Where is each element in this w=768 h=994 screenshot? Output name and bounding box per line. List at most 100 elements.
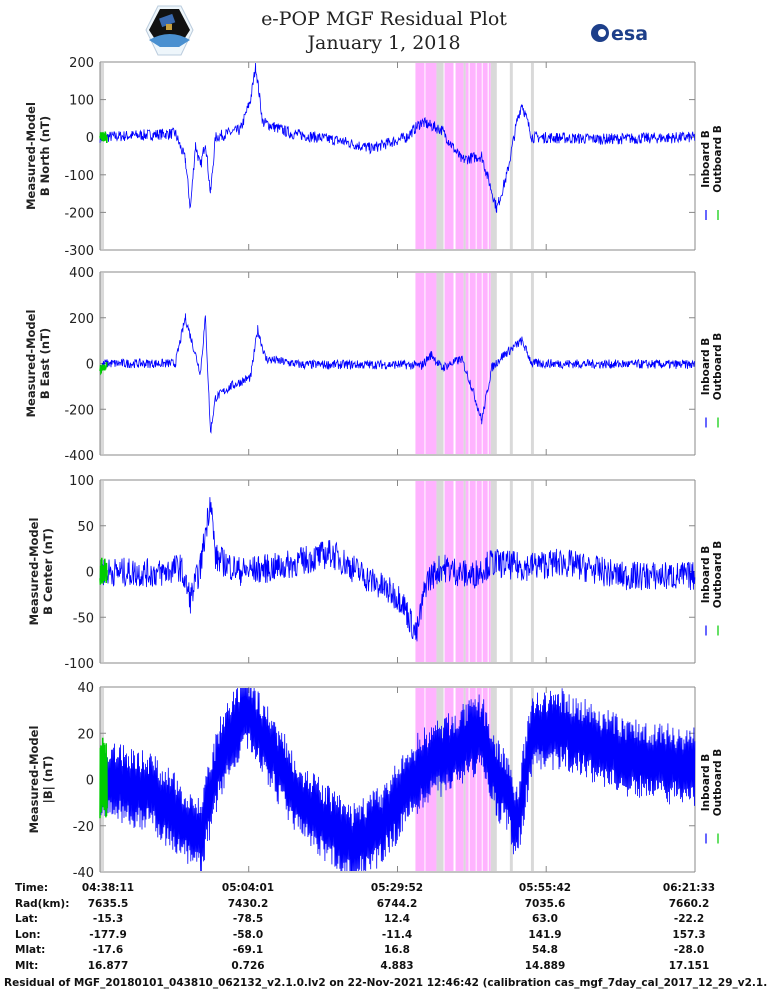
data-gap-band	[530, 63, 534, 249]
ephemeris-cell: 7635.5	[87, 897, 129, 910]
ephemeris-cell: 141.9	[528, 928, 562, 941]
storm-shade-band	[415, 481, 425, 662]
data-gap-band	[463, 63, 466, 249]
ephemeris-cell: -177.9	[89, 928, 127, 941]
legend-outboard-b: Outboard B	[712, 333, 724, 401]
storm-shade-band	[444, 273, 454, 454]
storm-shade-band	[482, 273, 488, 454]
y-axis-label: Measured-Model|B| (nT)	[27, 726, 55, 834]
ephemeris-cell: 7035.6	[524, 897, 566, 910]
y-axis-label: Measured-ModelB Center (nT)	[27, 518, 55, 626]
outboard-b-line	[99, 737, 108, 819]
inboard-b-line	[99, 313, 695, 434]
y-axis-label-line: |B| (nT)	[41, 756, 55, 804]
outboard-b-line	[99, 557, 108, 585]
plot-date: January 1, 2018	[307, 32, 461, 54]
y-axis-label-line: B Center (nT)	[41, 528, 55, 615]
y-tick-label: -100	[64, 657, 94, 672]
y-tick-label: -50	[73, 611, 94, 626]
ephemeris-cell: 7660.2	[668, 897, 710, 910]
y-tick-label: -100	[64, 169, 94, 184]
ephemeris-cell: 6744.2	[376, 897, 418, 910]
storm-shade-band	[488, 273, 491, 454]
y-axis-label-line: B East (nT)	[38, 328, 52, 399]
y-tick-label: -200	[64, 206, 94, 221]
ephemeris-cell: -17.6	[92, 944, 124, 956]
y-axis-label-line: Measured-Model	[27, 726, 41, 834]
storm-shade-band	[425, 273, 437, 454]
y-tick-label: -400	[64, 449, 94, 464]
inboard-b-line	[99, 62, 696, 213]
panel-4: 40 20 0 -20 -40 Measured-Model|B| (nT) Inboard…	[27, 681, 724, 881]
storm-shade-band	[455, 63, 464, 249]
ephemeris-cell: 16.877	[87, 959, 129, 972]
legend-inboard-b: Inboard B	[700, 754, 712, 812]
storm-shade-band	[444, 63, 454, 249]
ephemeris-row-label: Mlt:	[15, 959, 39, 972]
y-axis-label-line: B North (nT)	[38, 116, 52, 196]
storm-shade-band	[469, 273, 476, 454]
panel-1: 200 100 0 -100 -200 -300 Measured-ModelB North…	[24, 56, 724, 259]
y-tick-label: 0	[86, 358, 94, 373]
legend-outboard-b: Outboard B	[712, 749, 724, 817]
ephemeris-row-label: Lon:	[15, 928, 41, 941]
inboard-b-line	[99, 497, 696, 642]
data-gap-band	[509, 481, 513, 662]
outboard-b-line	[99, 362, 108, 376]
y-tick-label: 200	[69, 312, 94, 327]
y-tick-label: -200	[64, 403, 94, 418]
y-tick-label: -40	[73, 866, 94, 881]
storm-shade-band	[476, 63, 482, 249]
outboard-b-line	[99, 131, 108, 144]
y-tick-label: 200	[69, 56, 94, 71]
storm-shade-band	[465, 688, 469, 871]
ephemeris-cell: 04:38:11	[81, 882, 135, 894]
y-tick-label: 0	[86, 131, 94, 146]
inboard-b-line	[99, 687, 696, 872]
y-axis-label-line: Measured-Model	[24, 310, 38, 418]
data-gap-band	[490, 481, 497, 662]
ephemeris-cell: 63.0	[532, 913, 558, 925]
ephemeris-cell: 16.8	[384, 944, 410, 956]
y-tick-label: 50	[77, 520, 94, 535]
y-tick-label: 0	[86, 774, 94, 789]
storm-shade-band	[482, 688, 488, 871]
panel-3: 100 50 0 -50 -100 Measured-ModelB Center (nT)…	[27, 474, 724, 672]
storm-shade-band	[455, 273, 464, 454]
storm-shade-band	[465, 63, 469, 249]
data-gap-band	[463, 273, 466, 454]
y-tick-label: 20	[77, 727, 94, 742]
ephemeris-cell: 12.4	[384, 913, 410, 925]
ephemeris-cell: 06:21:33	[662, 882, 716, 894]
ephemeris-cell: -28.0	[673, 944, 705, 956]
ephemeris-cell: 4.883	[380, 959, 414, 972]
ephemeris-cell: -58.0	[232, 928, 264, 941]
data-gap-band	[530, 273, 534, 454]
y-tick-label: -300	[64, 244, 94, 259]
storm-shade-band	[488, 63, 491, 249]
y-tick-label: 0	[86, 566, 94, 581]
data-gap-band	[436, 63, 444, 249]
plot-title: e-POP MGF Residual Plot	[261, 8, 507, 30]
legend-outboard-b: Outboard B	[712, 541, 724, 609]
ephemeris-cell: -15.3	[92, 913, 124, 925]
ephemeris-cell: 05:55:42	[518, 882, 572, 894]
ephemeris-cell: 157.3	[672, 928, 706, 941]
legend-outboard-b: Outboard B	[712, 125, 724, 193]
data-gap-band	[509, 273, 513, 454]
y-tick-label: 400	[69, 266, 94, 281]
ephemeris-row-label: Time:	[15, 882, 49, 894]
storm-shade-band	[469, 688, 476, 871]
legend-inboard-b: Inboard B	[700, 546, 712, 604]
y-axis-label-line: Measured-Model	[24, 102, 38, 210]
ephemeris-row-label: Lat:	[15, 913, 38, 925]
esa-logo-text: esa	[611, 23, 648, 45]
esa-logo: esa	[591, 23, 648, 45]
y-axis-label: Measured-ModelB North (nT)	[24, 102, 52, 210]
data-gap-band	[530, 481, 534, 662]
storm-shade-band	[476, 688, 482, 871]
ephemeris-cell: 0.726	[231, 959, 265, 972]
ephemeris-cell: -69.1	[232, 944, 264, 956]
data-gap-band	[100, 63, 105, 249]
